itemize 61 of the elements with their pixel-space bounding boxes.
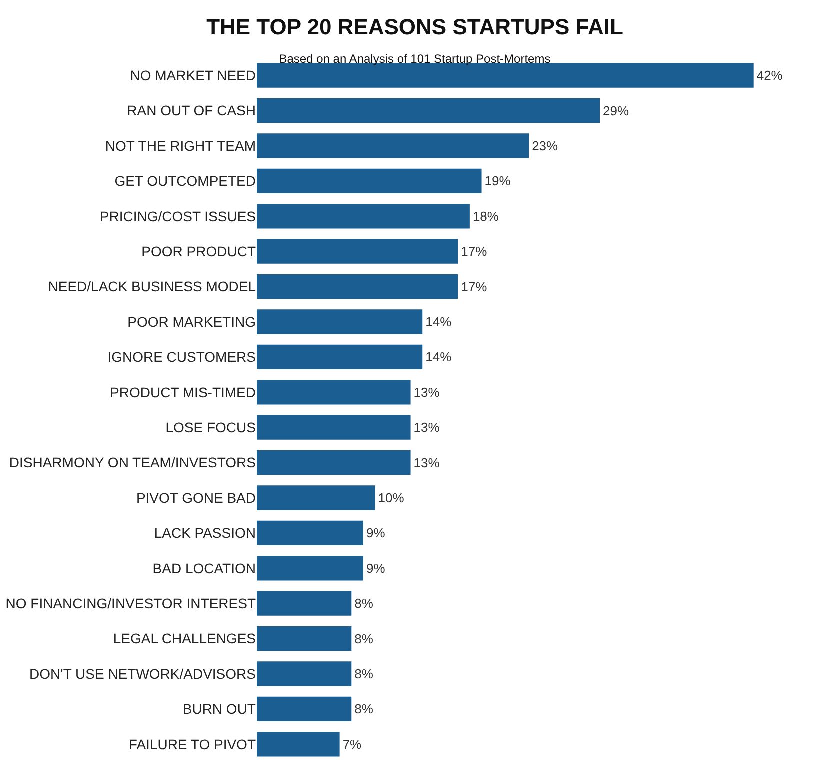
data-label: 9%	[366, 560, 386, 576]
bar	[257, 591, 352, 616]
bar	[257, 380, 411, 405]
y-tick-label: POOR MARKETING	[128, 314, 256, 330]
y-tick-label: NO FINANCING/INVESTOR INTEREST	[6, 596, 256, 612]
bar	[257, 696, 352, 722]
data-label: 8%	[354, 702, 374, 717]
y-tick-label: GET OUTCOMPETED	[114, 173, 256, 190]
data-label: 17%	[461, 279, 488, 294]
y-tick-label: RAN OUT OF CASH	[127, 102, 256, 119]
y-tick-label: NOT THE RIGHT TEAM	[105, 138, 256, 154]
bar	[257, 415, 411, 440]
bar	[257, 344, 423, 370]
data-label: 8%	[354, 666, 374, 682]
bar	[257, 168, 482, 194]
data-label: 8%	[354, 596, 374, 612]
bar	[257, 204, 470, 229]
bar	[257, 626, 352, 652]
bar	[257, 274, 458, 300]
bar	[257, 98, 600, 124]
data-label: 18%	[472, 208, 500, 224]
bar	[257, 520, 364, 546]
data-label: 42%	[756, 68, 784, 84]
y-tick-label: BAD LOCATION	[152, 560, 256, 576]
data-label: 14%	[426, 314, 452, 330]
y-tick-label: PRICING/COST ISSUES	[100, 208, 256, 224]
y-tick-label: LEGAL CHALLENGES	[113, 630, 256, 647]
chart-title: THE TOP 20 REASONS STARTUPS FAIL	[206, 14, 624, 40]
data-label: 19%	[484, 174, 512, 189]
y-tick-label: DON'T USE NETWORK/ADVISORS	[30, 666, 256, 682]
chart-subtitle: Based on an Analysis of 101 Startup Post-Mortems	[279, 52, 551, 66]
y-tick-label: IGNORE CUSTOMERS	[108, 349, 256, 366]
y-tick-label: NEED/LACK BUSINESS MODEL	[48, 278, 256, 295]
bar	[257, 662, 352, 686]
data-label: 17%	[461, 244, 488, 260]
data-label: 8%	[354, 631, 374, 646]
data-label: 29%	[603, 103, 630, 118]
data-label: 14%	[426, 350, 452, 365]
y-tick-label: LOSE FOCUS	[166, 420, 256, 436]
y-tick-label: FAILURE TO PIVOT	[128, 736, 256, 752]
y-tick-label: PIVOT GONE BAD	[136, 490, 256, 506]
data-label: 9%	[366, 526, 386, 541]
y-tick-label: LACK PASSION	[154, 525, 256, 542]
data-label: 7%	[342, 736, 362, 752]
y-tick-label: DISHARMONY ON TEAM/INVESTORS	[9, 454, 256, 471]
bar	[257, 134, 530, 158]
bar	[257, 310, 423, 334]
data-label: 13%	[414, 384, 440, 400]
data-label: 10%	[378, 490, 405, 506]
data-label: 13%	[414, 420, 440, 436]
bar	[257, 450, 411, 476]
bar	[257, 486, 376, 510]
bar	[257, 732, 340, 757]
bar	[257, 556, 364, 581]
y-tick-label: PRODUCT MIS-TIMED	[110, 384, 256, 400]
y-tick-label: BURN OUT	[182, 701, 256, 718]
data-label: 23%	[532, 138, 559, 154]
y-tick-label: NO MARKET NEED	[130, 68, 256, 84]
y-tick-label: POOR PRODUCT	[142, 244, 256, 260]
bar	[257, 239, 458, 264]
data-label: 13%	[414, 455, 440, 470]
